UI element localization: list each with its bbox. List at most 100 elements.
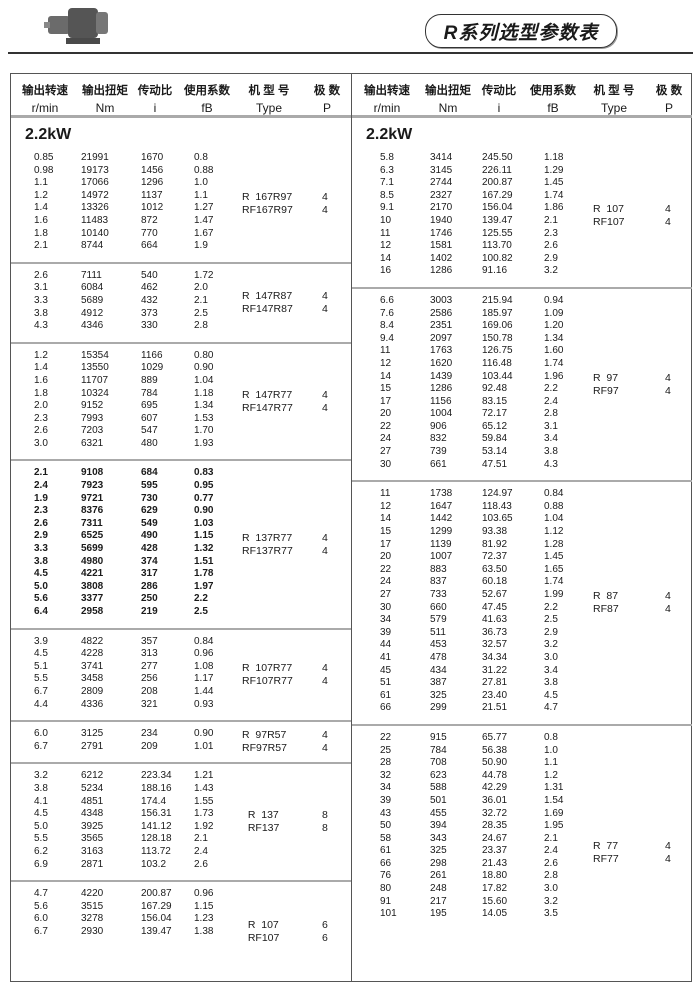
- cell-service-factor: 0.83: [194, 467, 214, 479]
- cell-speed: 5.5: [34, 833, 48, 845]
- cell-service-factor: 2.6: [544, 857, 558, 869]
- model-type: RF167R97: [242, 203, 293, 216]
- pole-count: 8: [322, 809, 328, 822]
- cell-torque: 19173: [81, 164, 109, 176]
- row-indent: [11, 770, 34, 783]
- cell-speed: 2.3: [34, 505, 48, 517]
- cell-torque: 13550: [81, 362, 109, 374]
- cell-service-factor: 1.34: [544, 332, 564, 344]
- cell-speed: 5.1: [34, 660, 48, 672]
- cell-torque: 394: [430, 820, 447, 832]
- cell-ratio: 373: [141, 307, 158, 319]
- model-type: RF137: [242, 822, 280, 835]
- cell-ratio: 126.75: [482, 345, 513, 357]
- row-indent: [11, 888, 34, 901]
- cell-ratio: 245.50: [482, 152, 513, 163]
- cell-speed: 61: [380, 689, 392, 701]
- cell-ratio: 889: [141, 374, 158, 386]
- cell-speed: 1.2: [34, 349, 48, 361]
- cell-ratio: 174.4: [141, 795, 167, 807]
- cell-service-factor: 1.34: [194, 400, 214, 412]
- cell-torque: 2327: [430, 189, 453, 201]
- cell-torque: 387: [430, 677, 447, 689]
- cell-speed: 0.98: [34, 164, 54, 176]
- cell-service-factor: 3.8: [544, 677, 558, 689]
- table-row: 7.1 2744 200.87 1.45: [352, 177, 692, 190]
- model-group: 4.7 4220 200.87 0.96 5.6 3515 167.29 1.15 6.0 327…: [11, 882, 351, 981]
- cell-speed: 2.1: [34, 467, 48, 479]
- cell-speed: 20: [380, 408, 392, 420]
- cell-service-factor: 1.65: [544, 563, 564, 575]
- model-type-cell: R 107 6 RF107 6: [242, 882, 342, 981]
- table-row: 44 453 32.57 3.2: [352, 639, 692, 652]
- table-row: 51 387 27.81 3.8: [352, 677, 692, 690]
- model-line: RF167R97 4: [242, 204, 342, 217]
- row-indent: [11, 152, 34, 165]
- pole-count: 4: [665, 203, 671, 216]
- table-row: 6.0 3125 234 0.90: [11, 728, 351, 741]
- cell-torque: 4228: [81, 648, 104, 660]
- cell-torque: 6525: [81, 530, 104, 542]
- cell-ratio: 24.67: [482, 832, 508, 844]
- row-indent: [11, 362, 34, 375]
- cell-service-factor: 2.5: [544, 614, 558, 626]
- cell-ratio: 215.94: [482, 294, 513, 306]
- cell-torque: 325: [430, 845, 447, 857]
- cell-torque: 1940: [430, 214, 453, 226]
- cell-torque: 501: [430, 794, 447, 806]
- row-indent: [11, 530, 34, 543]
- cell-ratio: 23.40: [482, 689, 508, 701]
- cell-service-factor: 3.0: [544, 883, 558, 895]
- cell-torque: 2958: [81, 606, 104, 617]
- table-row: 1.2 15354 1166 0.80: [11, 350, 351, 363]
- table-row: 7.6 2586 185.97 1.09: [352, 308, 692, 321]
- cell-torque: 4980: [81, 555, 104, 567]
- table-row: 91 217 15.60 3.2: [352, 896, 692, 909]
- table-row: 80 248 17.82 3.0: [352, 883, 692, 896]
- cell-speed: 9.1: [380, 202, 394, 214]
- cell-torque: 4336: [81, 698, 104, 710]
- model-group: 2.6 7111 540 1.72 3.1 6084 462 2.0 3.3 5689 432 2.1…: [11, 264, 351, 344]
- cell-speed: 14: [380, 370, 392, 382]
- cell-ratio: 27.81: [482, 677, 508, 689]
- cell-service-factor: 2.1: [194, 294, 208, 306]
- table-row: 6.7 2791 209 1.01: [11, 741, 351, 754]
- cell-speed: 45: [380, 664, 392, 676]
- cell-speed: 4.4: [34, 698, 48, 710]
- row-indent: [352, 820, 380, 833]
- cell-speed: 12: [380, 500, 392, 512]
- cell-ratio: 139.47: [482, 214, 513, 226]
- column-label: 输出转速: [22, 85, 68, 97]
- cell-torque: 2791: [81, 740, 104, 752]
- left-table: 输出转速 r/min 输出扭矩 Nm 传动比 i 使用系数 fB 机 型 号 Type 极 数 P 2.…: [11, 74, 352, 981]
- table-row: 11 1746 125.55 2.3: [352, 228, 692, 241]
- cell-service-factor: 1.2: [544, 769, 558, 781]
- cell-torque: 1286: [430, 383, 453, 395]
- row-indent: [352, 576, 380, 589]
- row-indent: [352, 896, 380, 909]
- row-indent: [352, 564, 380, 577]
- cell-ratio: 103.65: [482, 513, 513, 525]
- cell-torque: 3414: [430, 152, 453, 163]
- cell-service-factor: 3.4: [544, 433, 558, 445]
- row-indent: [11, 661, 34, 674]
- cell-service-factor: 1.01: [194, 740, 214, 752]
- cell-ratio: 47.51: [482, 458, 508, 470]
- cell-ratio: 770: [141, 227, 158, 239]
- model-line: R 87 4: [593, 590, 683, 603]
- row-indent: [11, 215, 34, 228]
- cell-torque: 8744: [81, 240, 104, 252]
- table-row: 101 195 14.05 3.5: [352, 908, 692, 921]
- table-row: 41 478 34.34 3.0: [352, 652, 692, 665]
- cell-speed: 61: [380, 845, 392, 857]
- cell-speed: 16: [380, 265, 392, 277]
- cell-torque: 3515: [81, 900, 104, 912]
- row-indent: [11, 636, 34, 649]
- cell-service-factor: 1.70: [194, 425, 214, 437]
- model-type-cell: R 147R77 4 RF147R77 4: [242, 344, 342, 460]
- cell-torque: 3741: [81, 660, 104, 672]
- cell-service-factor: 1.21: [194, 770, 214, 782]
- column-unit: fB: [201, 101, 213, 115]
- cell-ratio: 92.48: [482, 383, 508, 395]
- cell-speed: 28: [380, 757, 392, 769]
